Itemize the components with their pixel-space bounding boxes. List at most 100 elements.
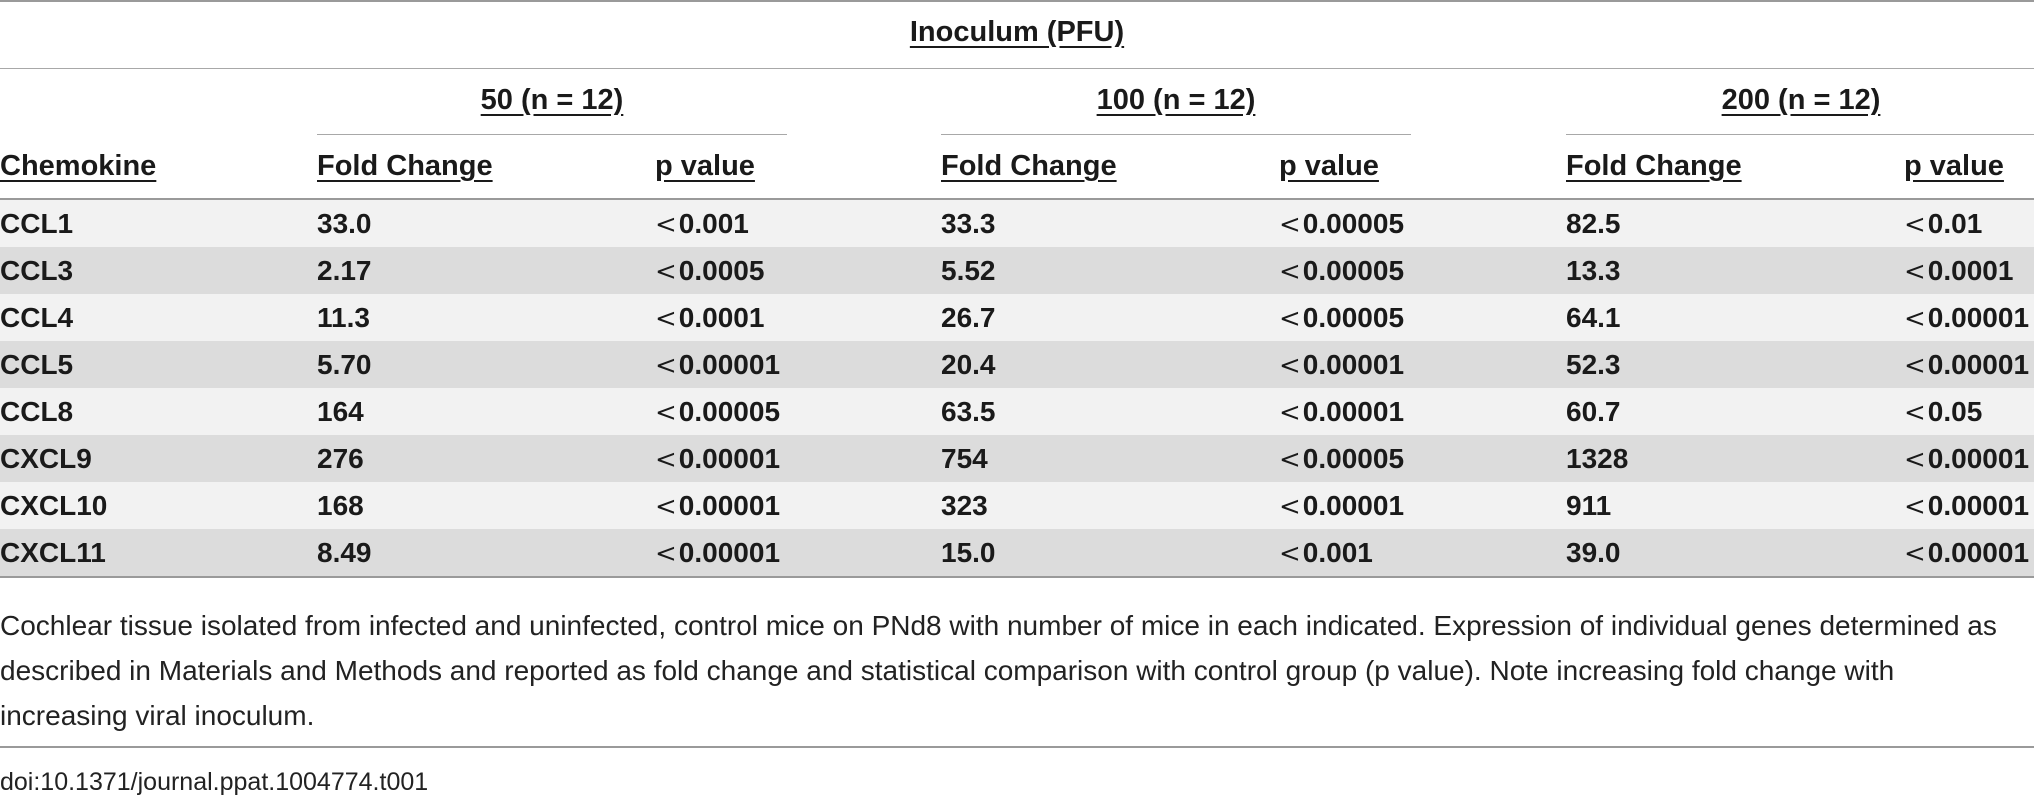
top-rule xyxy=(0,0,2034,2)
less-than-symbol: < xyxy=(655,350,677,381)
chemokine-name: CXCL9 xyxy=(0,435,317,482)
p-value-cell: <0.00001 xyxy=(1279,388,1566,435)
fold-change-value: 323 xyxy=(941,482,1279,529)
p-value-cell: <0.00005 xyxy=(1279,200,1566,247)
dose-group-50-header: 50 (n = 12) xyxy=(480,84,624,116)
fold-change-value: 33.3 xyxy=(941,200,1279,247)
dose-group-200-divider xyxy=(1566,134,2034,135)
dose-group-200-header: 200 (n = 12) xyxy=(1721,84,1881,116)
less-than-symbol: < xyxy=(1279,303,1301,334)
p-value-cell: <0.0001 xyxy=(655,294,941,341)
less-than-symbol: < xyxy=(1904,209,1926,240)
column-header-p-value-50: p value xyxy=(655,150,755,182)
fold-change-value: 5.70 xyxy=(317,341,655,388)
less-than-symbol: < xyxy=(655,444,677,475)
fold-change-value: 63.5 xyxy=(941,388,1279,435)
fold-change-value: 5.52 xyxy=(941,247,1279,294)
p-value-cell: <0.00001 xyxy=(1904,435,2034,482)
p-value-cell: <0.00001 xyxy=(1279,341,1566,388)
p-value: 0.0001 xyxy=(678,301,765,333)
less-than-symbol: < xyxy=(1279,538,1301,569)
p-value-cell: <0.00001 xyxy=(1279,482,1566,529)
p-value: 0.05 xyxy=(1927,395,1983,427)
chemokine-name: CCL4 xyxy=(0,294,317,341)
table-row: CCL4 11.3 <0.0001 26.7 <0.00005 64.1 <0.… xyxy=(0,294,2034,341)
chemokine-name: CCL5 xyxy=(0,341,317,388)
p-value-cell: <0.001 xyxy=(1279,529,1566,576)
p-value-cell: <0.00005 xyxy=(655,388,941,435)
fold-change-value: 164 xyxy=(317,388,655,435)
less-than-symbol: < xyxy=(1904,491,1926,522)
fold-change-value: 11.3 xyxy=(317,294,655,341)
dose-group-100-header: 100 (n = 12) xyxy=(1096,84,1256,116)
less-than-symbol: < xyxy=(655,491,677,522)
column-header-chemokine: Chemokine xyxy=(0,150,157,182)
dose-group-50-divider xyxy=(317,134,787,135)
p-value: 0.00001 xyxy=(678,442,781,474)
p-value-cell: <0.00005 xyxy=(1279,247,1566,294)
p-value: 0.00001 xyxy=(678,489,781,521)
less-than-symbol: < xyxy=(655,209,677,240)
p-value: 0.00001 xyxy=(1302,348,1405,380)
chemokine-name: CXCL10 xyxy=(0,482,317,529)
p-value-cell: <0.0005 xyxy=(655,247,941,294)
p-value-cell: <0.00001 xyxy=(655,482,941,529)
header-bottom-rule xyxy=(0,198,2034,200)
fold-change-value: 39.0 xyxy=(1566,529,1904,576)
fold-change-value: 26.7 xyxy=(941,294,1279,341)
fold-change-value: 8.49 xyxy=(317,529,655,576)
fold-change-value: 276 xyxy=(317,435,655,482)
p-value-cell: <0.01 xyxy=(1904,200,2034,247)
p-value: 0.00001 xyxy=(1927,489,2030,521)
table-row: CXCL11 8.49 <0.00001 15.0 <0.001 39.0 <0… xyxy=(0,529,2034,576)
caption-bottom-rule xyxy=(0,746,2034,748)
table-row: CCL8 164 <0.00005 63.5 <0.00001 60.7 <0.… xyxy=(0,388,2034,435)
column-header-fold-change-100: Fold Change xyxy=(941,150,1117,182)
p-value: 0.00001 xyxy=(1302,489,1405,521)
p-value-cell: <0.00001 xyxy=(1904,341,2034,388)
p-value: 0.001 xyxy=(1302,536,1373,568)
less-than-symbol: < xyxy=(1904,444,1926,475)
p-value-cell: <0.00005 xyxy=(1279,294,1566,341)
chemokine-name: CCL8 xyxy=(0,388,317,435)
p-value-cell: <0.0001 xyxy=(1904,247,2034,294)
column-header-fold-change-200: Fold Change xyxy=(1566,150,1742,182)
p-value: 0.00001 xyxy=(1927,348,2030,380)
p-value-cell: <0.001 xyxy=(655,200,941,247)
less-than-symbol: < xyxy=(655,397,677,428)
p-value: 0.0005 xyxy=(678,254,765,286)
dose-group-100-divider xyxy=(941,134,1411,135)
table-row: CCL1 33.0 <0.001 33.3 <0.00005 82.5 <0.0… xyxy=(0,200,2034,247)
p-value: 0.00001 xyxy=(1927,536,2030,568)
fold-change-value: 82.5 xyxy=(1566,200,1904,247)
less-than-symbol: < xyxy=(1904,350,1926,381)
p-value: 0.00005 xyxy=(1302,301,1405,333)
fold-change-value: 2.17 xyxy=(317,247,655,294)
less-than-symbol: < xyxy=(1904,303,1926,334)
p-value: 0.01 xyxy=(1927,207,1983,239)
fold-change-value: 168 xyxy=(317,482,655,529)
fold-change-value: 60.7 xyxy=(1566,388,1904,435)
p-value: 0.00005 xyxy=(1302,442,1405,474)
chemokine-name: CCL1 xyxy=(0,200,317,247)
less-than-symbol: < xyxy=(655,303,677,334)
p-value-cell: <0.00001 xyxy=(655,435,941,482)
chemokine-name: CCL3 xyxy=(0,247,317,294)
p-value-cell: <0.00005 xyxy=(1279,435,1566,482)
less-than-symbol: < xyxy=(1279,491,1301,522)
p-value-cell: <0.00001 xyxy=(1904,482,2034,529)
inoculum-divider xyxy=(0,68,2034,69)
doi-label: doi:10.1371/journal.ppat.1004774.t001 xyxy=(0,768,429,796)
table-row: CXCL10 168 <0.00001 323 <0.00001 911 <0.… xyxy=(0,482,2034,529)
fold-change-value: 52.3 xyxy=(1566,341,1904,388)
table-row: CCL3 2.17 <0.0005 5.52 <0.00005 13.3 <0.… xyxy=(0,247,2034,294)
chemokine-name: CXCL11 xyxy=(0,529,317,576)
less-than-symbol: < xyxy=(655,538,677,569)
p-value: 0.00001 xyxy=(1927,301,2030,333)
less-than-symbol: < xyxy=(1279,350,1301,381)
p-value: 0.0001 xyxy=(1927,254,2014,286)
less-than-symbol: < xyxy=(1279,209,1301,240)
less-than-symbol: < xyxy=(1279,397,1301,428)
less-than-symbol: < xyxy=(1279,444,1301,475)
fold-change-value: 1328 xyxy=(1566,435,1904,482)
